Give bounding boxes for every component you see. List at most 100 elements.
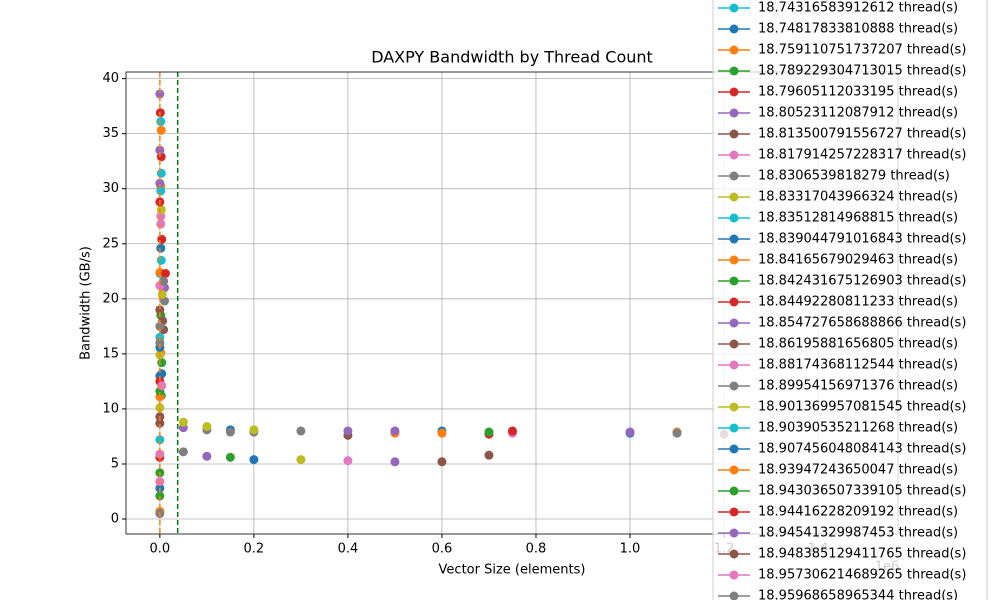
y-tick-label: 20 bbox=[102, 291, 119, 306]
legend-marker bbox=[729, 3, 739, 13]
y-tick-label: 5 bbox=[111, 456, 119, 471]
legend-label: 18.854727658688866 thread(s) bbox=[758, 316, 966, 331]
legend-label: 18.8306539818279 thread(s) bbox=[758, 169, 950, 184]
legend-label: 18.813500791556727 thread(s) bbox=[758, 127, 966, 142]
data-point bbox=[155, 321, 165, 331]
legend-label: 18.842431675126903 thread(s) bbox=[758, 274, 966, 289]
legend-marker bbox=[729, 24, 739, 34]
data-point bbox=[507, 426, 517, 436]
legend-marker bbox=[729, 465, 739, 475]
legend-marker bbox=[729, 507, 739, 517]
data-point bbox=[484, 427, 494, 437]
chart-title: DAXPY Bandwidth by Thread Count bbox=[371, 48, 653, 67]
data-point bbox=[159, 276, 169, 286]
legend-label: 18.817914257228317 thread(s) bbox=[758, 148, 966, 163]
data-point bbox=[390, 457, 400, 467]
legend-label: 18.86195881656805 thread(s) bbox=[758, 337, 958, 352]
data-point bbox=[296, 426, 306, 436]
legend-label: 18.759110751737207 thread(s) bbox=[758, 43, 966, 58]
data-point bbox=[155, 403, 165, 413]
data-point bbox=[155, 145, 165, 155]
legend-marker bbox=[729, 402, 739, 412]
legend: 18.74316583912612 thread(s) 18.7481783381… bbox=[712, 0, 988, 600]
data-point bbox=[156, 117, 166, 127]
legend-label: 18.74817833810888 thread(s) bbox=[758, 22, 958, 37]
y-tick-label: 10 bbox=[102, 401, 119, 416]
legend-marker bbox=[729, 339, 739, 349]
data-point bbox=[625, 427, 635, 437]
legend-label: 18.88174368112544 thread(s) bbox=[758, 358, 958, 373]
legend-marker bbox=[729, 108, 739, 118]
legend-marker bbox=[729, 129, 739, 139]
data-point bbox=[249, 425, 259, 435]
legend-marker bbox=[729, 234, 739, 244]
data-point bbox=[296, 455, 306, 465]
legend-marker bbox=[729, 87, 739, 97]
legend-label: 18.901369957081545 thread(s) bbox=[758, 400, 966, 415]
data-point bbox=[178, 447, 188, 457]
x-tick-label: 0.0 bbox=[150, 542, 171, 557]
legend-marker bbox=[729, 444, 739, 454]
legend-label: 18.948385129411765 thread(s) bbox=[758, 547, 966, 562]
legend-marker bbox=[729, 360, 739, 370]
x-tick-label: 0.8 bbox=[526, 542, 547, 557]
legend-marker bbox=[729, 171, 739, 181]
data-point bbox=[390, 426, 400, 436]
x-tick-label: 1.0 bbox=[620, 542, 641, 557]
data-point bbox=[157, 358, 167, 368]
legend-marker bbox=[729, 150, 739, 160]
data-point bbox=[157, 289, 167, 299]
data-point bbox=[157, 381, 167, 391]
data-point bbox=[178, 417, 188, 427]
legend-label: 18.839044791016843 thread(s) bbox=[758, 232, 966, 247]
legend-label: 18.90390535211268 thread(s) bbox=[758, 421, 958, 436]
legend-label: 18.943036507339105 thread(s) bbox=[758, 484, 966, 499]
data-point bbox=[484, 450, 494, 460]
y-tick-label: 15 bbox=[102, 346, 119, 361]
legend-marker bbox=[729, 213, 739, 223]
data-point bbox=[437, 457, 447, 467]
data-point bbox=[156, 186, 166, 196]
legend-label: 18.84492280811233 thread(s) bbox=[758, 295, 958, 310]
legend-marker bbox=[729, 66, 739, 76]
x-tick-label: 0.6 bbox=[432, 542, 453, 557]
data-point bbox=[157, 234, 167, 244]
data-point bbox=[202, 451, 212, 461]
data-point bbox=[437, 428, 447, 438]
x-axis-label: Vector Size (elements) bbox=[439, 563, 586, 578]
legend-label: 18.93947243650047 thread(s) bbox=[758, 463, 958, 478]
legend-label: 18.789229304713015 thread(s) bbox=[758, 64, 966, 79]
data-point bbox=[155, 418, 165, 428]
legend-marker bbox=[729, 591, 739, 600]
data-point bbox=[156, 125, 166, 135]
data-point bbox=[202, 422, 212, 432]
data-point bbox=[155, 178, 165, 188]
legend-marker bbox=[729, 381, 739, 391]
y-tick-label: 40 bbox=[102, 71, 119, 86]
legend-label: 18.957306214689265 thread(s) bbox=[758, 568, 966, 583]
data-point bbox=[249, 455, 259, 465]
data-point bbox=[156, 211, 166, 221]
data-point bbox=[155, 449, 165, 459]
y-tick-label: 35 bbox=[102, 126, 119, 141]
legend-label: 18.95968658965344 thread(s) bbox=[758, 589, 958, 600]
legend-label: 18.74316583912612 thread(s) bbox=[758, 1, 958, 16]
data-point bbox=[156, 219, 166, 229]
legend-label: 18.89954156971376 thread(s) bbox=[758, 379, 958, 394]
data-point bbox=[225, 427, 235, 437]
legend-marker bbox=[729, 192, 739, 202]
legend-label: 18.94541329987453 thread(s) bbox=[758, 526, 958, 541]
x-tick-label: 0.2 bbox=[244, 542, 265, 557]
y-tick-label: 25 bbox=[102, 236, 119, 251]
legend-marker bbox=[729, 549, 739, 559]
legend-label: 18.94416228209192 thread(s) bbox=[758, 505, 958, 520]
legend-label: 18.907456048084143 thread(s) bbox=[758, 442, 966, 457]
data-point bbox=[156, 243, 166, 253]
plot-area bbox=[155, 72, 729, 534]
data-point bbox=[343, 456, 353, 466]
legend-label: 18.84165679029463 thread(s) bbox=[758, 253, 958, 268]
y-tick-label: 30 bbox=[102, 181, 119, 196]
legend-box bbox=[712, 0, 988, 600]
